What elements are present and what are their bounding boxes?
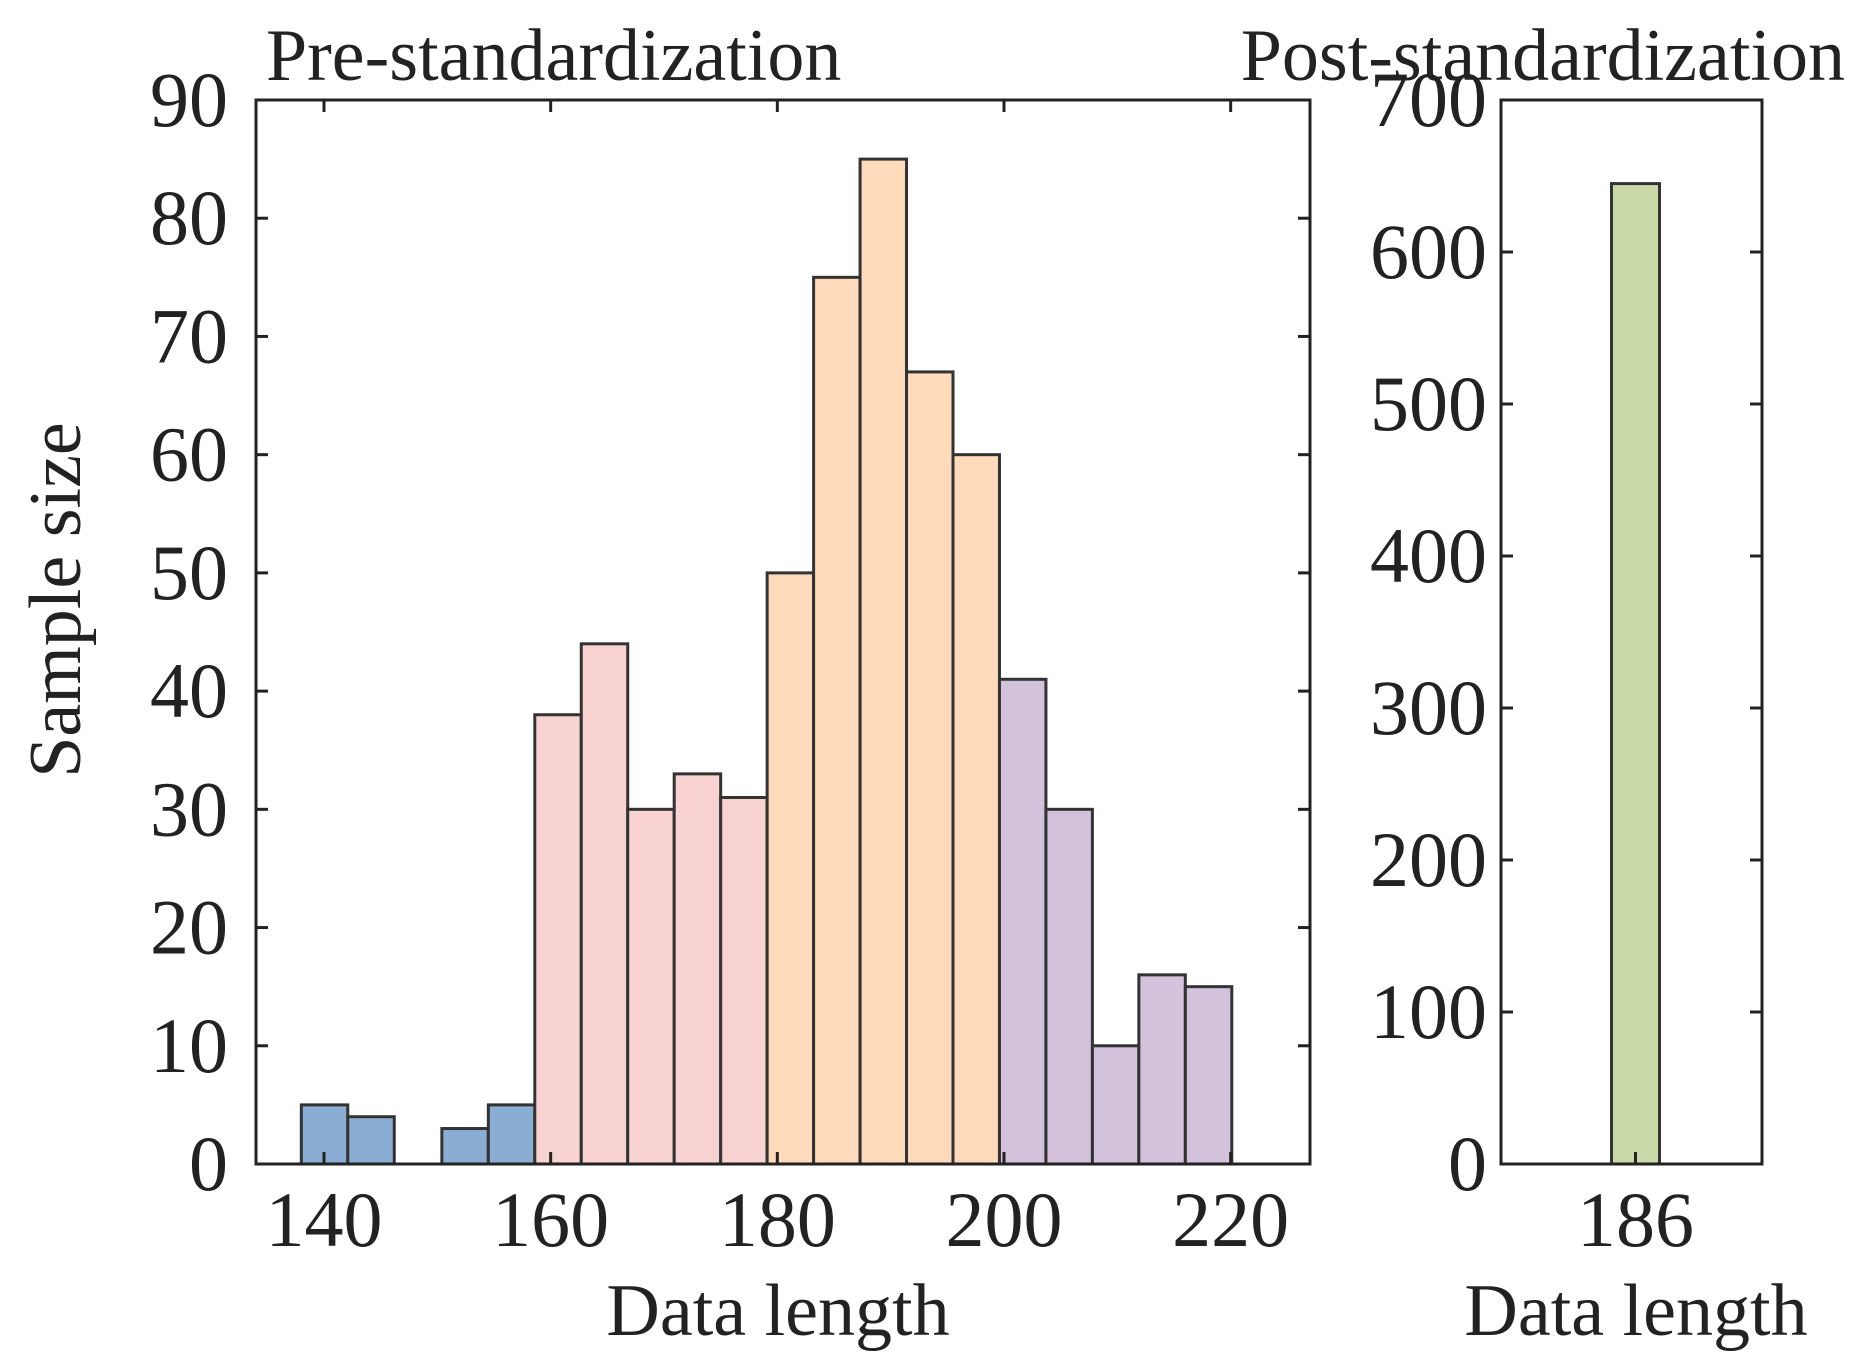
pre-bar-3 (440, 1127, 490, 1166)
post-y-tick-label: 500 (1370, 360, 1487, 447)
pre-x-tick-label: 180 (719, 1176, 836, 1263)
pre-x-tick-label: 160 (492, 1176, 609, 1263)
pre-y-tick-label: 0 (189, 1120, 228, 1207)
post-y-tick-label: 100 (1370, 968, 1487, 1055)
pre-bar-19 (1183, 985, 1234, 1166)
post-plot-frame (1499, 98, 1764, 1166)
pre-y-tick-label: 30 (150, 765, 228, 852)
pre-y-tick-label: 20 (150, 884, 228, 971)
post-x-tick-label: 186 (1577, 1176, 1694, 1263)
pre-bar-10 (765, 571, 816, 1166)
post-y-tick-label: 300 (1370, 664, 1487, 751)
pre-bars (299, 157, 1234, 1166)
pre-y-tick-label: 80 (150, 174, 228, 261)
pre-y-axis-title: Sample size (15, 422, 97, 778)
pre-y-tick-label: 40 (150, 647, 228, 734)
post-bar-186 (1610, 182, 1661, 1166)
pre-bar-16 (1044, 807, 1094, 1166)
pre-bar-12 (858, 157, 909, 1166)
pre-bar-13 (905, 370, 955, 1166)
post-bars (1610, 182, 1661, 1166)
post-y-tick-label: 200 (1370, 816, 1487, 903)
pre-bar-14 (951, 453, 1001, 1166)
pre-bar-4 (486, 1103, 537, 1166)
post-standardization-panel: Post-standardization 186 0 100 200 300 400 500… (1241, 15, 1845, 1352)
pre-y-tick-label: 70 (150, 292, 228, 379)
pre-x-tick-label: 220 (1172, 1176, 1289, 1263)
pre-x-axis-title: Data length (606, 1270, 949, 1352)
pre-bar-18 (1137, 973, 1187, 1166)
pre-bar-17 (1090, 1044, 1141, 1166)
pre-plot-frame (254, 98, 1312, 1166)
pre-standardization-title: Pre-standardization (266, 15, 841, 97)
pre-standardization-panel: Pre-standardization 0 10 20 30 40 50 60 70 80 90 1… (15, 15, 1312, 1352)
pre-bar-11 (812, 275, 862, 1166)
post-y-tick-label: 700 (1370, 56, 1487, 143)
post-y-tick-label: 600 (1370, 208, 1487, 295)
pre-y-tick-label: 90 (150, 56, 228, 143)
pre-y-tick-label: 50 (150, 529, 228, 616)
post-standardization-title: Post-standardization (1241, 15, 1845, 97)
pre-y-tick-label: 10 (150, 1002, 228, 1089)
pre-bar-9 (719, 796, 769, 1166)
post-y-tick-label: 400 (1370, 512, 1487, 599)
pre-bar-8 (672, 772, 723, 1166)
pre-x-tick-label: 200 (946, 1176, 1063, 1263)
pre-ticks: 0 10 20 30 40 50 60 70 80 90 140 160 180 200 220 (150, 56, 1310, 1263)
pre-bar-2 (346, 1115, 396, 1166)
pre-y-tick-label: 60 (150, 411, 228, 498)
pre-bar-5 (533, 713, 583, 1166)
pre-x-tick-label: 140 (266, 1176, 383, 1263)
pre-bar-15 (997, 677, 1048, 1166)
post-ticks: 186 0 100 200 300 400 500 600 700 (1370, 56, 1762, 1263)
post-x-axis-title: Data length (1464, 1270, 1807, 1352)
pre-bar-6 (579, 642, 630, 1166)
post-y-tick-label: 0 (1448, 1120, 1487, 1207)
pre-bar-7 (626, 807, 676, 1166)
